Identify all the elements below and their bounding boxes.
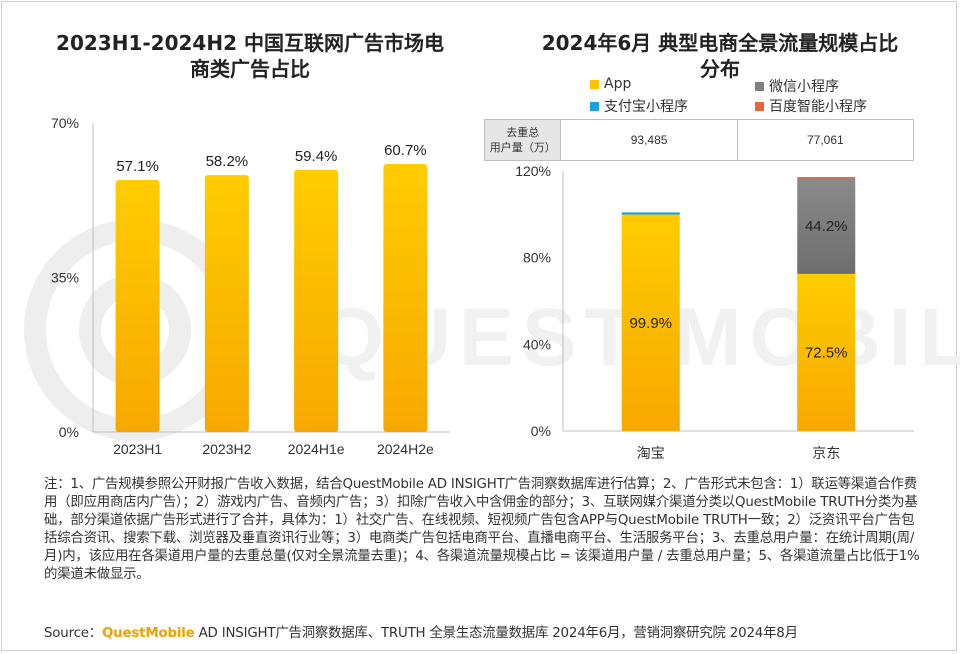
legend-item-baidu: 百度智能小程序 (755, 96, 867, 116)
legend-swatch-wechat (755, 81, 764, 91)
right-segment-data-label: 99.9% (629, 315, 672, 332)
right-x-tick-label: 淘宝 (637, 445, 665, 461)
right-chart-title-line1: 2024年6月 典型电商全景流量规模占比 (541, 31, 899, 55)
right-y-tick-label: 40% (523, 336, 551, 352)
users-table-row: 去重总 用户量（万） 93,485 77,061 (483, 119, 915, 161)
left-bar-data-label: 60.7% (384, 142, 427, 159)
users-table-header-text: 去重总 用户量（万） (489, 126, 556, 154)
legend-item-app: App (590, 76, 631, 92)
legend-item-alipay: 支付宝小程序 (590, 96, 688, 116)
right-chart-title-line2: 分布 (700, 57, 740, 81)
right-y-tick-label: 80% (523, 250, 551, 266)
left-bar-data-label: 59.4% (295, 148, 338, 165)
right-bar-segment (797, 178, 856, 274)
left-chart-title-line2: 商类广告占比 (190, 57, 310, 81)
left-bar (294, 169, 339, 432)
right-stacked-bar-chart: 0% 40% 80% 120% 99.9% 淘宝 72.5% 44.2% 京东 (515, 163, 914, 461)
left-y-tick-label: 35% (51, 270, 79, 286)
users-table-cell-taobao: 93,485 (560, 119, 738, 161)
users-table-header: 去重总 用户量（万） (483, 119, 562, 161)
right-bar-segment (621, 212, 680, 215)
right-chart-title: 2024年6月 典型电商全景流量规模占比 分布 (490, 30, 950, 82)
source-brand: QuestMobile (101, 626, 195, 641)
source-line: Source：QuestMobile AD INSIGHT广告洞察数据库、TRU… (44, 621, 798, 641)
right-bar-segment (797, 273, 856, 431)
users-table: 去重总 用户量（万） 93,485 77,061 (483, 119, 915, 161)
left-x-tick-label: 2024H2e (377, 441, 434, 457)
left-bar-data-label: 58.2% (206, 153, 249, 170)
legend-label-baidu: 百度智能小程序 (769, 99, 867, 115)
left-bar (383, 164, 428, 432)
users-table-cell-jd: 77,061 (736, 119, 915, 161)
right-y-tick-label: 120% (515, 163, 551, 179)
legend-item-wechat: 微信小程序 (755, 76, 839, 96)
source-label: Source： (44, 626, 102, 641)
legend-swatch-alipay (590, 101, 599, 111)
left-bar (115, 179, 160, 432)
right-segment-data-label: 44.2% (805, 218, 848, 235)
right-bar-segment (797, 177, 856, 179)
legend-swatch-baidu (755, 101, 764, 111)
right-y-tick-label: 0% (531, 423, 551, 439)
legend-label-app: App (604, 76, 632, 92)
left-chart-title-line1: 2023H1-2024H2 中国互联网广告市场电 (56, 31, 444, 55)
left-y-tick-label: 70% (51, 115, 79, 131)
left-x-tick-label: 2023H1 (113, 441, 162, 457)
footnotes: 注：1、广告规模参照公开财报广告收入数据，结合QuestMobile AD IN… (44, 477, 920, 582)
right-x-tick-label: 京东 (812, 445, 840, 461)
left-bar (204, 175, 249, 433)
left-bar-chart: 0% 35% 70% 57.1% 2023H1 58.2% 2023H2 59.4% 2024H… (51, 115, 450, 457)
left-x-tick-label: 2024H1e (288, 441, 345, 457)
legend-label-wechat: 微信小程序 (769, 79, 839, 95)
right-segment-data-label: 72.5% (805, 344, 848, 361)
legend-swatch-app (590, 79, 599, 89)
left-x-tick-label: 2023H2 (202, 441, 251, 457)
right-bar-segment (621, 214, 680, 431)
legend-label-alipay: 支付宝小程序 (604, 99, 688, 115)
left-chart-title: 2023H1-2024H2 中国互联网广告市场电 商类广告占比 (40, 30, 460, 82)
source-text: AD INSIGHT广告洞察数据库、TRUTH 全景生态流量数据库 2024年6… (194, 626, 798, 641)
left-bar-data-label: 57.1% (116, 158, 159, 175)
left-y-tick-label: 0% (59, 424, 79, 440)
